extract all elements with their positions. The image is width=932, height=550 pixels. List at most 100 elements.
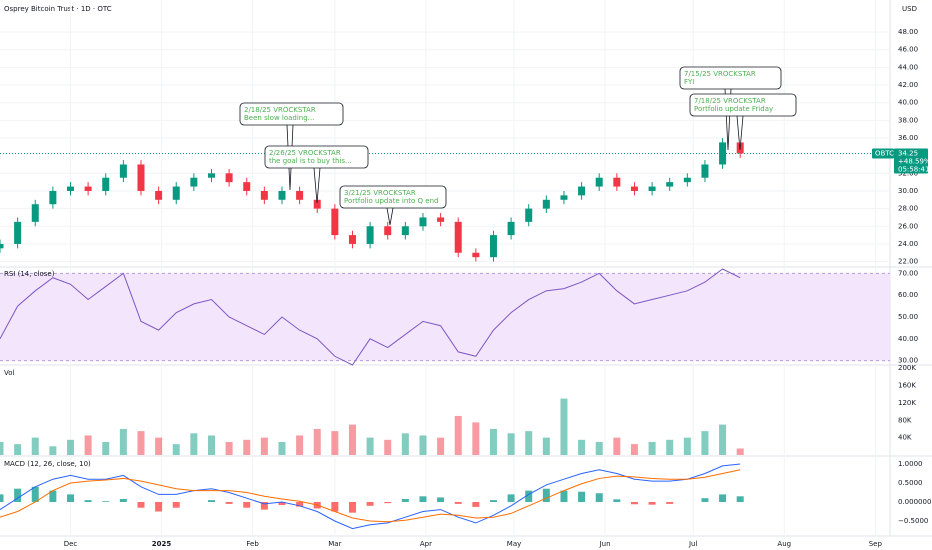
volume-bar xyxy=(14,444,22,455)
candle-body xyxy=(66,186,74,191)
candle-body xyxy=(401,226,409,236)
x-tick-label: 2025 xyxy=(152,540,172,548)
volume-bar xyxy=(401,433,409,455)
macd-histogram-bar xyxy=(207,500,215,502)
volume-bar xyxy=(666,439,674,455)
volume-bar xyxy=(560,398,568,455)
macd-histogram-bar xyxy=(542,488,550,502)
macd-histogram-bar xyxy=(648,502,656,505)
candle-body xyxy=(348,235,356,244)
candle-body xyxy=(102,177,110,191)
candle-body xyxy=(137,164,145,191)
candle-body xyxy=(666,182,674,187)
candle-body xyxy=(172,186,180,200)
price-label: 34.25 xyxy=(898,149,918,157)
volume-bar xyxy=(472,422,480,455)
candle-body xyxy=(578,186,586,196)
y-tick-label: 80K xyxy=(898,416,912,424)
y-tick-label: 60.00 xyxy=(898,291,918,299)
macd-histogram-bar xyxy=(401,498,409,502)
x-tick-label: Sep xyxy=(869,540,883,548)
volume-bar xyxy=(648,441,656,455)
volume-bar xyxy=(260,437,268,455)
annotation-pointer xyxy=(736,115,744,151)
y-tick-label: 40K xyxy=(898,434,912,442)
x-tick-label: Feb xyxy=(246,540,259,548)
macd-histogram-bar xyxy=(260,502,268,510)
y-tick-label: 42.00 xyxy=(898,81,918,89)
volume-bar xyxy=(84,435,92,455)
macd-histogram-bar xyxy=(102,501,110,502)
macd-histogram-bar xyxy=(119,498,127,502)
volume-bar xyxy=(137,431,145,455)
macd-histogram-bar xyxy=(454,502,462,504)
candle-body xyxy=(472,252,480,258)
annotation-text: Portfolio update into Q end xyxy=(344,197,438,205)
y-tick-label: 30.00 xyxy=(898,187,918,195)
macd-line xyxy=(0,463,741,530)
x-tick-label: Dec xyxy=(64,540,78,548)
macd-histogram-bar xyxy=(384,502,392,504)
volume-bar xyxy=(595,441,603,455)
y-tick-label: 44.00 xyxy=(898,63,918,71)
volume-bar xyxy=(437,437,445,455)
candle-body xyxy=(278,190,286,200)
macd-histogram-bar xyxy=(666,502,674,504)
macd-histogram-bar xyxy=(225,502,233,504)
candle-body xyxy=(613,177,621,187)
macd-histogram-bar xyxy=(578,491,586,502)
candle-body xyxy=(419,217,427,227)
macd-histogram-bar xyxy=(701,498,709,502)
annotation-title: 2/18/25 VROCKSTAR xyxy=(244,106,316,114)
candle-body xyxy=(560,195,568,200)
macd-histogram-bar xyxy=(155,502,163,512)
y-tick-label: 28.00 xyxy=(898,205,918,213)
candle-body xyxy=(155,190,163,200)
candle-body xyxy=(630,186,638,191)
candle-body xyxy=(243,182,251,191)
annotation-title: 7/18/25 VROCKSTAR xyxy=(694,97,766,105)
volume-bar xyxy=(683,437,691,455)
volume-bar xyxy=(243,439,251,455)
y-tick-label: 24.00 xyxy=(898,240,918,248)
annotation-text: Been slow loading... xyxy=(244,114,314,122)
macd-histogram-bar xyxy=(525,490,533,502)
y-tick-label: 50.00 xyxy=(898,313,918,321)
macd-histogram-bar xyxy=(31,486,39,502)
candle-body xyxy=(84,186,92,191)
annotation-pointer xyxy=(313,167,321,204)
macd-histogram-bar xyxy=(595,493,603,502)
volume-bar xyxy=(278,441,286,455)
candle-body xyxy=(437,217,445,222)
x-tick-label: Apr xyxy=(420,540,432,548)
macd-histogram-bar xyxy=(489,500,497,502)
volume-bar xyxy=(578,439,586,455)
y-tick-label: 46.00 xyxy=(898,46,918,54)
y-tick-label: 120K xyxy=(898,399,916,407)
macd-histogram-bar xyxy=(137,502,145,508)
macd-histogram-bar xyxy=(472,502,480,507)
macd-histogram-bar xyxy=(172,502,180,508)
volume-bar xyxy=(331,431,339,455)
volume-bar xyxy=(348,424,356,455)
volume-bar xyxy=(525,431,533,455)
volume-bar xyxy=(613,437,621,455)
pane-label: MACD (12, 26, close, 10) xyxy=(4,460,91,468)
symbol-tag: OBTC xyxy=(875,149,894,157)
candle-body xyxy=(648,186,656,191)
candle-body xyxy=(225,173,233,183)
volume-bar xyxy=(384,439,392,455)
price-label-bg xyxy=(894,148,928,174)
volume-bar xyxy=(542,437,550,455)
annotation-text: FYI xyxy=(684,78,694,86)
x-tick-label: Mar xyxy=(328,540,341,548)
macd-histogram-bar xyxy=(630,502,638,505)
candle-body xyxy=(119,164,127,178)
macd-histogram-bar xyxy=(278,502,286,506)
chart-title: Osprey Bitcoin Trust · 1D · OTC xyxy=(4,5,112,13)
y-tick-label: 200K xyxy=(898,364,916,372)
y-tick-label: 38.00 xyxy=(898,116,918,124)
volume-bar xyxy=(454,415,462,455)
macd-histogram-bar xyxy=(84,500,92,502)
